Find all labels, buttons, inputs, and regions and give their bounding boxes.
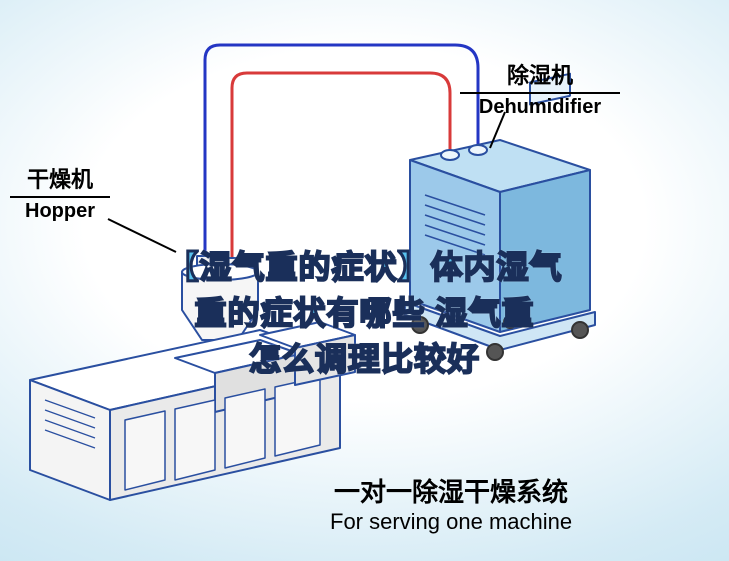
label-hopper: 干燥机 Hopper bbox=[10, 162, 110, 223]
overlay-title: 【湿气重的症状】体内湿气 重的症状有哪些 湿气重 怎么调理比较好 bbox=[25, 242, 705, 380]
system-title-en: For serving one machine bbox=[330, 509, 572, 535]
label-dehumidifier-sep bbox=[460, 92, 620, 94]
label-dehumidifier-en: Dehumidifier bbox=[460, 96, 620, 119]
label-hopper-cn: 干燥机 bbox=[10, 162, 110, 194]
label-dehumidifier-cn: 除湿机 bbox=[460, 58, 620, 90]
label-hopper-sep bbox=[10, 196, 110, 198]
label-hopper-en: Hopper bbox=[10, 200, 110, 223]
label-dehumidifier: 除湿机 Dehumidifier bbox=[460, 58, 620, 119]
system-title: 一对一除湿干燥系统 For serving one machine bbox=[330, 472, 572, 535]
overlay-title-line3: 怎么调理比较好 bbox=[25, 334, 705, 380]
overlay-title-line1: 【湿气重的症状】体内湿气 bbox=[25, 242, 705, 288]
system-title-cn: 一对一除湿干燥系统 bbox=[330, 472, 572, 509]
overlay-title-line2: 重的症状有哪些 湿气重 bbox=[25, 288, 705, 334]
